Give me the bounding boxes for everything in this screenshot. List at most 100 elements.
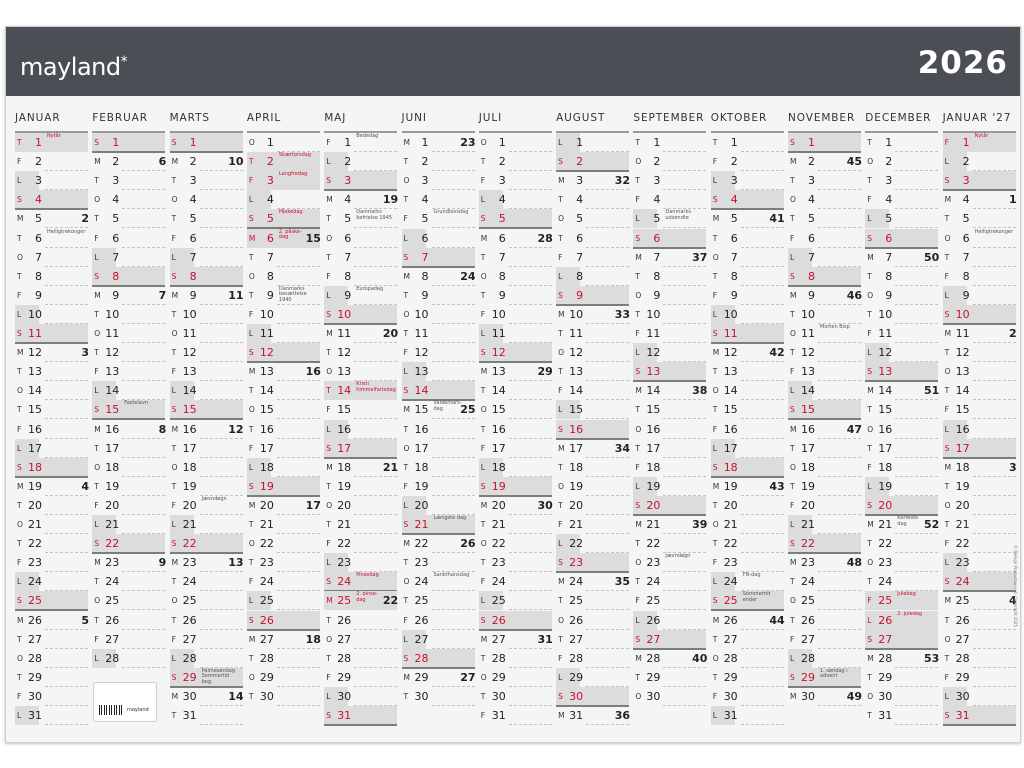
month-name: OKTOBER <box>710 112 768 124</box>
row-divider <box>199 724 243 726</box>
day-number: 25 <box>182 594 197 608</box>
day-number: 25 <box>878 594 893 608</box>
weekday-letter: T <box>17 367 22 377</box>
week-end-line <box>556 571 630 574</box>
day-row: T 20 <box>556 496 630 515</box>
day-number: 6 <box>498 231 506 245</box>
weekday-letter: T <box>790 348 795 358</box>
day-row: F 17 <box>247 439 320 458</box>
month-divider <box>633 131 707 133</box>
month-divider <box>401 131 475 133</box>
row-divider <box>972 628 1016 630</box>
day-row: T 25 <box>402 591 475 611</box>
day-number: 29 <box>723 670 738 684</box>
row-divider <box>895 418 939 420</box>
week-number: 23 <box>460 136 476 149</box>
weekday-letter: M <box>403 672 410 682</box>
weekday-letter: M <box>635 252 642 262</box>
day-number: 12 <box>955 346 970 360</box>
day-row: M 25 22 2. pinse- dag <box>324 591 398 611</box>
week-end-line <box>865 246 939 249</box>
day-row: M 20 17 <box>247 496 321 515</box>
week-number: 1 <box>1008 193 1017 207</box>
weekday-letter: T <box>944 481 950 491</box>
week-number: 9 <box>158 556 167 570</box>
month-column: FEBRUAR S 1 M 2 6 T 3 O 4 T 5 F 6 L 7 S 8 M 9 7 T 10 O 11 T 12 F 13 L… <box>92 107 167 727</box>
day-number: 1 <box>808 136 815 149</box>
day-number: 29 <box>646 670 661 684</box>
month-name: JANUAR '27 <box>942 112 1012 124</box>
day-number: 22 <box>105 537 120 551</box>
day-number: 25 <box>801 594 815 608</box>
month-divider <box>788 131 861 133</box>
product-label: mayland <box>93 682 157 722</box>
day-row: S 26 <box>246 610 320 631</box>
week-number: 29 <box>537 365 553 379</box>
day-row: M 8 24 <box>402 267 476 286</box>
day-number: 7 <box>653 250 661 264</box>
week-end-line <box>710 475 784 478</box>
weekday-letter: M <box>790 691 797 701</box>
row-divider <box>431 246 475 248</box>
day-number: 5 <box>35 212 42 226</box>
day-number: 5 <box>730 212 738 226</box>
weekday-letter: O <box>635 691 642 701</box>
row-divider <box>45 437 88 439</box>
row-divider <box>431 322 475 324</box>
day-number: 14 <box>955 384 970 398</box>
day-number: 27 <box>955 632 970 646</box>
day-number: 3 <box>498 174 506 188</box>
day-number: 11 <box>878 327 893 340</box>
day-number: 18 <box>28 460 42 474</box>
week-end-line <box>401 265 475 268</box>
day-number: 23 <box>491 556 506 570</box>
weekday-letter: M <box>17 348 24 358</box>
day-shade <box>169 534 243 554</box>
row-divider <box>663 666 707 668</box>
row-divider <box>740 322 784 324</box>
weekday-letter: L <box>944 424 949 434</box>
month-column: DECEMBER T 1 O 2 T 3 F 4 L 5 S 6 M 7 50 T 8 O 9 T 10 F 11 L 12 S 13… <box>865 107 939 727</box>
day-number: 25 <box>414 594 429 608</box>
week-number: 37 <box>692 250 708 264</box>
row-divider <box>895 590 939 592</box>
row-divider <box>431 284 475 286</box>
day-number: 7 <box>112 250 120 264</box>
row-divider <box>431 552 475 554</box>
day-shade <box>169 266 243 286</box>
row-divider <box>740 227 784 229</box>
week-end-line <box>942 724 1016 727</box>
weekday-letter: S <box>17 462 22 472</box>
row-divider <box>508 724 552 726</box>
day-row: T 19 <box>943 477 1016 496</box>
weekday-letter: T <box>480 520 486 529</box>
day-row: T 15 <box>865 400 939 420</box>
weekday-letter: T <box>867 443 872 453</box>
weekday-letter: S <box>403 386 409 396</box>
day-number: 20 <box>414 498 429 512</box>
weekday-letter: M <box>17 615 24 625</box>
day-row: T 12 <box>170 343 243 363</box>
weekday-letter: T <box>480 252 486 262</box>
weekday-letter: T <box>171 615 177 625</box>
weekday-letter: O <box>94 195 101 205</box>
day-number: 8 <box>730 269 738 283</box>
day-number: 2 <box>112 155 120 169</box>
day-row: L 24 FN-dag <box>710 572 784 592</box>
row-divider <box>508 208 552 210</box>
day-number: 26 <box>569 613 584 627</box>
day-shade <box>401 515 475 535</box>
day-row: M 14 38 <box>633 381 707 401</box>
weekday-letter: M <box>171 691 179 701</box>
row-divider <box>122 399 166 401</box>
day-number: 17 <box>878 441 893 455</box>
day-number: 27 <box>414 632 429 646</box>
day-shade <box>324 381 398 401</box>
row-divider <box>199 628 243 630</box>
